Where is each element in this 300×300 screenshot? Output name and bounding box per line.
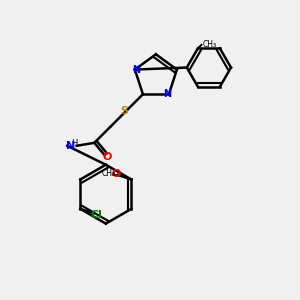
Text: N: N	[66, 141, 75, 151]
Text: N: N	[163, 89, 172, 99]
Text: CH₃: CH₃	[102, 169, 116, 178]
Text: H: H	[71, 139, 77, 148]
Text: O: O	[102, 152, 112, 162]
Text: Cl: Cl	[91, 210, 103, 220]
Text: CH₃: CH₃	[202, 40, 216, 49]
Text: S: S	[120, 106, 128, 116]
Text: O: O	[112, 169, 121, 179]
Text: N: N	[132, 64, 140, 75]
